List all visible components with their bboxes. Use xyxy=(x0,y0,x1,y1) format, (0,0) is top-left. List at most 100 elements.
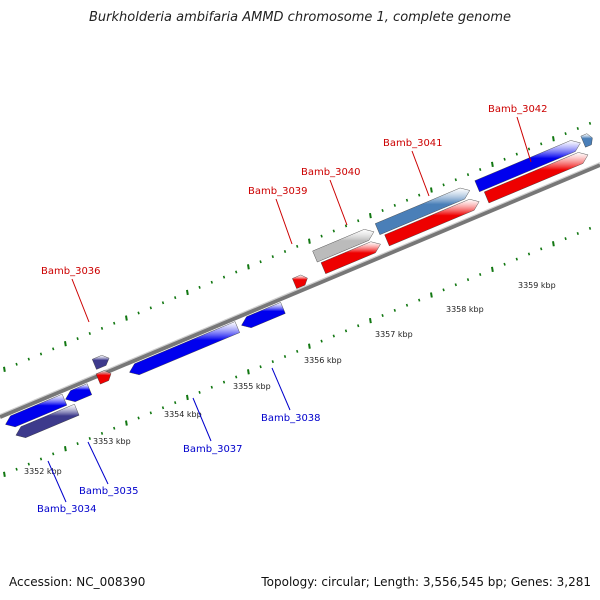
cds-bamb-3040-grey-arrow xyxy=(312,229,375,263)
tick-mark xyxy=(454,178,457,182)
tick-mark xyxy=(235,270,238,274)
tick-mark xyxy=(357,324,360,328)
tick-mark xyxy=(491,266,494,273)
tick-mark xyxy=(527,252,531,256)
tick-mark xyxy=(527,147,531,151)
tick-mark xyxy=(137,311,140,315)
cds-bamb-3041-red-arrow xyxy=(384,199,480,247)
tick-mark xyxy=(76,442,79,446)
tick-mark xyxy=(186,394,189,401)
cds-bamb-3036-arrow xyxy=(91,355,110,370)
leader-line-reverse xyxy=(271,367,291,411)
cds-bamb-3040-red-arrow xyxy=(320,241,381,274)
kbp-label: 3358 kbp xyxy=(446,305,484,314)
leader-line-forward xyxy=(71,278,90,323)
tick-mark xyxy=(332,229,335,233)
tick-mark xyxy=(466,173,470,177)
cds-red-small-arrow xyxy=(95,370,112,385)
tick-mark xyxy=(320,339,323,343)
leader-line-forward xyxy=(411,150,430,197)
tick-mark xyxy=(52,347,55,351)
tick-mark xyxy=(161,301,165,305)
tick-mark xyxy=(125,420,128,426)
gene-label-forward: Bamb_3041 xyxy=(383,138,443,149)
tick-mark xyxy=(418,193,421,197)
tick-mark xyxy=(15,362,18,366)
tick-mark xyxy=(369,212,372,219)
kbp-label: 3357 kbp xyxy=(375,330,413,339)
tick-mark xyxy=(235,375,238,379)
tick-mark xyxy=(588,226,592,230)
tick-mark xyxy=(283,249,287,253)
tick-mark xyxy=(125,315,128,321)
tick-mark xyxy=(479,272,482,276)
tick-mark xyxy=(52,452,55,456)
kbp-label: 3355 kbp xyxy=(233,382,271,391)
tick-mark xyxy=(393,308,396,312)
tick-mark xyxy=(198,285,201,289)
tick-mark xyxy=(430,292,433,298)
tick-mark xyxy=(491,161,494,168)
gene-label-forward: Bamb_3042 xyxy=(488,104,548,115)
leader-line-reverse xyxy=(87,441,109,485)
backbone-highlight xyxy=(0,161,600,416)
tick-mark xyxy=(381,208,384,212)
tick-mark xyxy=(442,288,445,292)
tick-mark xyxy=(283,354,287,358)
gene-label-forward: Bamb_3036 xyxy=(41,266,101,277)
tick-mark xyxy=(271,360,274,364)
leader-line-forward xyxy=(329,179,348,226)
tick-mark xyxy=(210,280,213,284)
tick-mark xyxy=(100,431,104,435)
cds-edge-steel-arrow xyxy=(580,133,593,148)
tick-mark xyxy=(369,317,372,324)
kbp-label: 3356 kbp xyxy=(304,356,342,365)
kbp-label: 3354 kbp xyxy=(164,410,202,419)
tick-mark xyxy=(137,416,140,420)
tick-mark xyxy=(552,136,555,142)
tick-mark xyxy=(454,283,457,287)
tick-mark xyxy=(405,198,409,202)
tick-mark xyxy=(552,241,555,247)
tick-mark xyxy=(186,289,189,296)
cds-bamb-3035-arrow xyxy=(65,383,93,402)
gene-label-reverse: Bamb_3037 xyxy=(183,444,243,455)
tick-mark xyxy=(479,167,482,171)
tick-mark xyxy=(113,426,116,430)
tick-mark xyxy=(296,244,299,248)
gene-label-reverse: Bamb_3035 xyxy=(79,486,139,497)
gene-label-forward: Bamb_3039 xyxy=(248,186,308,197)
tick-mark xyxy=(588,121,592,125)
cds-bamb-3037-arrow xyxy=(129,321,240,376)
cds-bamb-3042-blue-arrow xyxy=(474,140,581,193)
gene-label-reverse: Bamb_3034 xyxy=(37,504,97,515)
tick-mark xyxy=(515,257,518,261)
tick-mark xyxy=(64,341,67,347)
tick-mark xyxy=(308,343,311,349)
tick-mark xyxy=(405,303,409,307)
tick-mark xyxy=(418,298,421,302)
tick-mark xyxy=(88,331,91,335)
tick-mark xyxy=(503,262,506,266)
tick-mark xyxy=(564,132,567,136)
tick-mark xyxy=(198,390,201,394)
tick-mark xyxy=(259,365,262,369)
tick-mark xyxy=(393,203,396,207)
tick-mark xyxy=(100,326,104,330)
tick-mark xyxy=(247,369,250,375)
tick-mark xyxy=(430,187,433,193)
leader-line-reverse xyxy=(47,460,67,503)
kbp-label: 3359 kbp xyxy=(518,281,556,290)
topology-text: Topology: circular; Length: 3,556,545 bp… xyxy=(261,575,591,589)
cds-bamb-3038-arrow xyxy=(241,302,286,328)
tick-mark xyxy=(210,385,213,389)
tick-mark xyxy=(344,329,348,333)
cds-bamb-3034-purple-arrow xyxy=(15,403,80,438)
tick-mark xyxy=(357,219,360,223)
backbone-line xyxy=(0,163,600,419)
tick-mark xyxy=(540,247,543,251)
tick-mark xyxy=(442,183,445,187)
tick-mark xyxy=(88,436,91,440)
